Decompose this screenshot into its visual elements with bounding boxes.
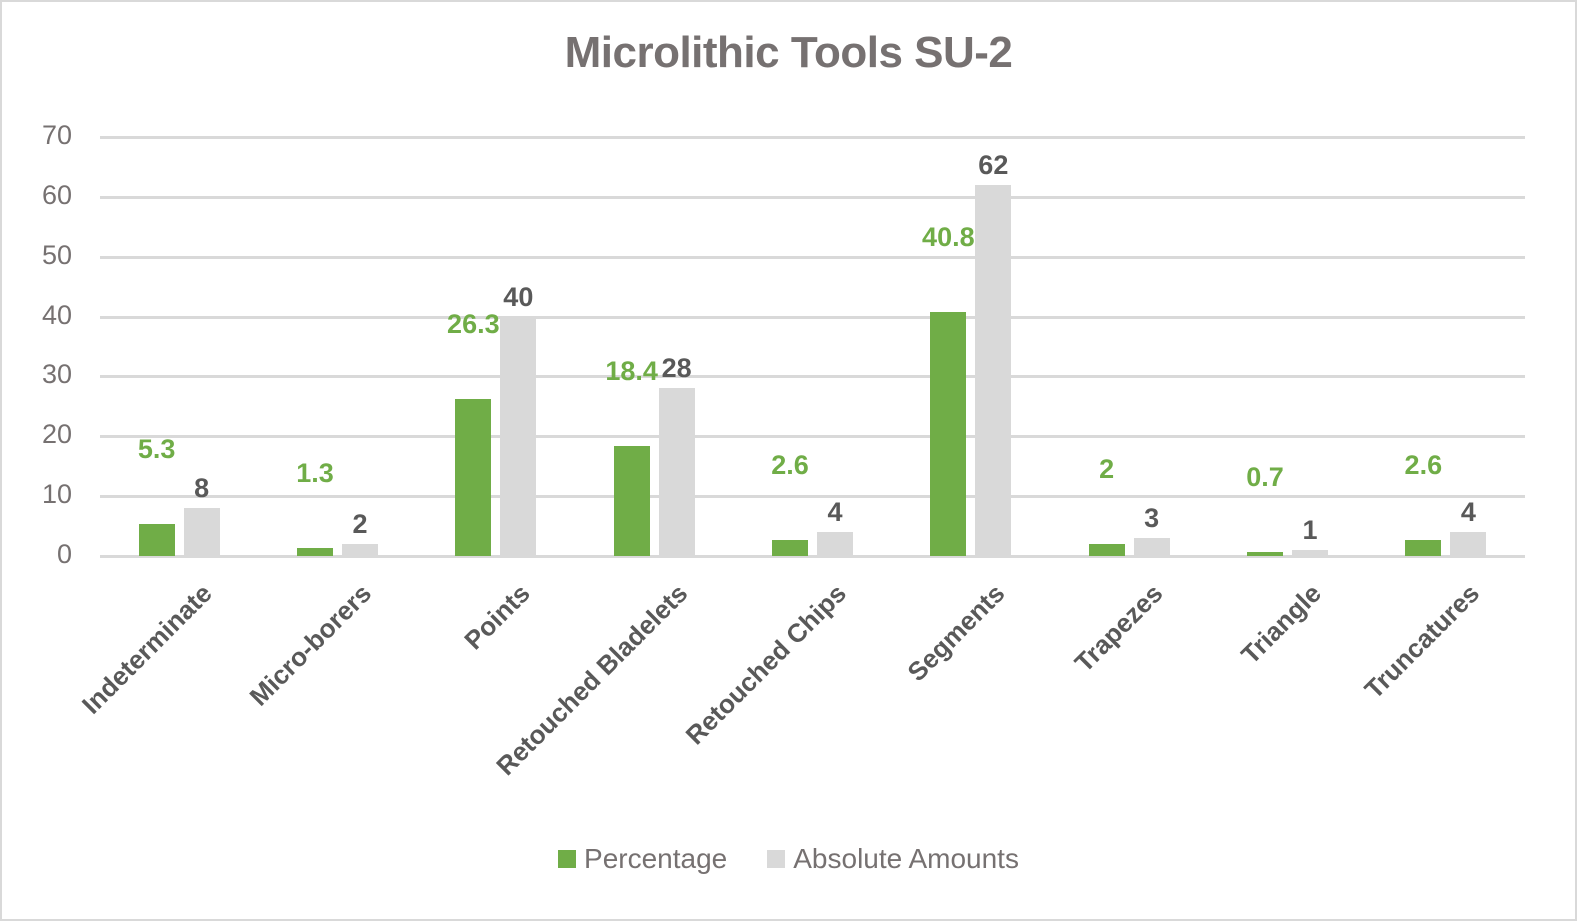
bar-absolute[interactable] <box>500 316 537 556</box>
bar-percentage[interactable] <box>455 398 492 556</box>
y-axis-tick-label: 70 <box>41 120 72 150</box>
legend-item-percentage[interactable]: Percentage <box>558 843 727 875</box>
gridline <box>100 375 1525 379</box>
data-label: 1.3 <box>296 458 334 489</box>
bar-percentage[interactable] <box>930 311 967 556</box>
data-label: 1 <box>1302 515 1318 545</box>
gridline <box>100 136 1525 139</box>
data-label: 3 <box>1144 503 1160 534</box>
data-label: 18.4 <box>605 355 658 386</box>
bar-percentage[interactable] <box>1247 551 1283 556</box>
gridline <box>100 435 1525 439</box>
y-axis-tick-label: 40 <box>41 299 72 330</box>
legend-swatch-green-icon <box>558 850 577 868</box>
data-label: 40.8 <box>922 221 975 252</box>
gridline <box>100 315 1525 319</box>
bar-percentage[interactable] <box>1405 540 1442 556</box>
bar-percentage[interactable] <box>1088 544 1125 556</box>
data-label: 28 <box>661 353 692 384</box>
data-label: 26.3 <box>447 308 500 339</box>
gridline <box>100 195 1525 199</box>
bar-absolute[interactable] <box>817 532 853 556</box>
bar-absolute[interactable] <box>658 388 695 556</box>
bar-percentage[interactable] <box>772 540 808 556</box>
y-axis-tick-label: 10 <box>41 479 72 510</box>
gridline <box>100 495 1525 499</box>
data-label: 2.6 <box>1404 450 1443 481</box>
bar-percentage[interactable] <box>613 445 650 556</box>
bar-absolute[interactable] <box>183 508 220 556</box>
bar-absolute[interactable] <box>1133 538 1170 556</box>
legend-swatch-gray-icon <box>767 850 786 868</box>
data-label: 4 <box>827 497 843 528</box>
y-axis-tick-label: 60 <box>41 179 72 210</box>
data-label: 40 <box>503 281 534 312</box>
data-label: 5.3 <box>137 434 176 465</box>
y-axis-tick-label: 50 <box>41 239 72 270</box>
bar-absolute[interactable] <box>1292 550 1328 556</box>
data-label: 2 <box>352 509 368 540</box>
data-label: 4 <box>1460 497 1476 528</box>
data-label: 62 <box>978 149 1009 180</box>
data-label: 2 <box>1099 454 1115 485</box>
chart-title: Microlithic Tools SU-2 <box>564 28 1013 77</box>
bar-absolute[interactable] <box>342 544 378 556</box>
y-axis-tick-label: 30 <box>41 359 72 390</box>
y-axis-tick-label: 0 <box>56 539 72 569</box>
bar-absolute[interactable] <box>1450 532 1487 556</box>
y-axis-tick-label: 20 <box>41 419 72 450</box>
gridline <box>100 255 1525 259</box>
data-label: 0.7 <box>1246 461 1284 492</box>
bar-percentage[interactable] <box>297 548 333 556</box>
legend-item-absolute-amounts[interactable]: Absolute Amounts <box>767 843 1019 875</box>
gridline <box>100 555 1525 558</box>
data-label: 2.6 <box>771 450 809 481</box>
bar-percentage[interactable] <box>138 524 175 556</box>
data-label: 8 <box>194 473 210 504</box>
legend-label: Absolute Amounts <box>793 843 1019 874</box>
legend-label: Percentage <box>584 843 728 874</box>
legend: Percentage Absolute Amounts <box>0 843 1577 875</box>
bar-absolute[interactable] <box>975 184 1012 556</box>
